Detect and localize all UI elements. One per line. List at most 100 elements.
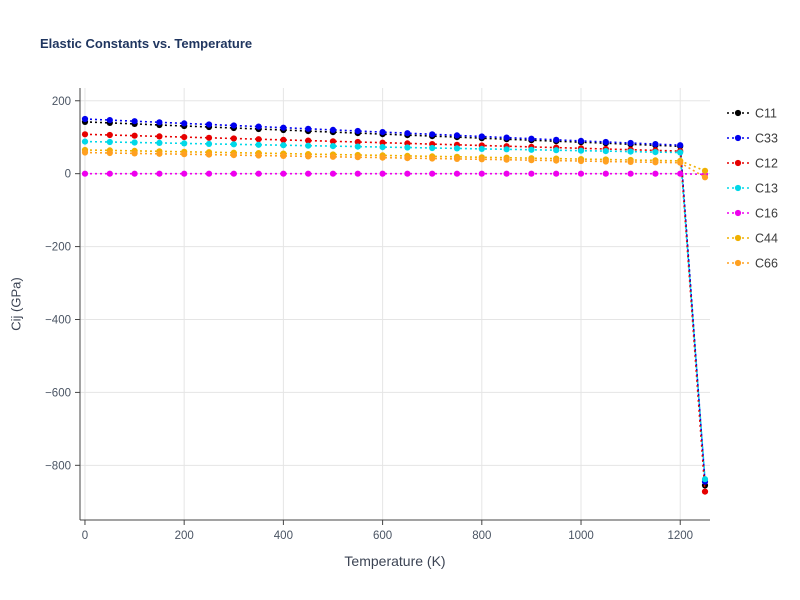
legend-item-C44[interactable]: C44 bbox=[727, 232, 778, 246]
series-marker-C66 bbox=[627, 158, 634, 165]
legend-swatch-marker-C16 bbox=[734, 209, 742, 217]
series-marker-C66 bbox=[528, 157, 535, 164]
series-line-C33 bbox=[84, 118, 706, 482]
legend-label-C12: C12 bbox=[755, 157, 778, 171]
series-marker-C16 bbox=[677, 170, 684, 177]
series-marker-C33 bbox=[528, 135, 535, 142]
series-marker-C13 bbox=[379, 144, 386, 151]
series-marker-C66 bbox=[131, 150, 138, 157]
series-marker-C13 bbox=[181, 140, 188, 147]
x-axis-label: Temperature (K) bbox=[344, 553, 446, 569]
series-marker-C33 bbox=[602, 138, 609, 146]
series-marker-C33 bbox=[230, 122, 237, 129]
series-marker-C12 bbox=[354, 138, 361, 146]
legend-item-C13[interactable]: C13 bbox=[727, 182, 778, 196]
series-C33 bbox=[81, 115, 709, 485]
series-marker-C13 bbox=[627, 148, 634, 155]
series-marker-C16 bbox=[453, 170, 461, 177]
legend-item-C16[interactable]: C16 bbox=[727, 207, 778, 221]
legend-item-C12[interactable]: C12 bbox=[727, 157, 778, 171]
series-marker-C13 bbox=[577, 147, 585, 154]
series-marker-C66 bbox=[577, 157, 585, 165]
series-marker-C66 bbox=[503, 156, 510, 163]
series-marker-C12 bbox=[255, 136, 262, 143]
series-marker-C66 bbox=[354, 154, 361, 161]
legend-swatch-marker-C33 bbox=[734, 134, 742, 142]
series-marker-C16 bbox=[329, 170, 337, 177]
series-marker-C13 bbox=[255, 141, 262, 148]
series-marker-C13 bbox=[478, 145, 485, 152]
series-marker-C33 bbox=[652, 141, 659, 148]
series-marker-C33 bbox=[305, 125, 312, 132]
series-marker-C16 bbox=[528, 170, 535, 177]
series-marker-C66 bbox=[255, 152, 262, 159]
series-marker-C16 bbox=[404, 170, 411, 177]
series-marker-C66 bbox=[429, 155, 436, 162]
series-marker-C12 bbox=[305, 137, 312, 144]
series-line-C16 bbox=[85, 172, 706, 176]
series-marker-C13 bbox=[652, 149, 659, 156]
series-C44 bbox=[81, 146, 709, 174]
series-marker-C13 bbox=[305, 142, 312, 149]
series-marker-C33 bbox=[81, 115, 89, 123]
series-line-C12 bbox=[84, 133, 706, 492]
series-marker-C66 bbox=[106, 149, 113, 157]
legend-label-C11: C11 bbox=[755, 107, 777, 121]
series-marker-C66 bbox=[652, 159, 659, 166]
legend-label-C13: C13 bbox=[755, 182, 778, 196]
y-tick-label: 0 bbox=[65, 169, 71, 181]
series-C13 bbox=[81, 138, 709, 483]
y-tick-label: −200 bbox=[45, 242, 71, 254]
series-marker-C13 bbox=[156, 139, 163, 146]
series-marker-C33 bbox=[181, 120, 188, 127]
series-marker-C33 bbox=[503, 134, 510, 141]
series-marker-C13 bbox=[280, 142, 287, 149]
series-marker-C66 bbox=[379, 154, 386, 161]
legend-item-C66[interactable]: C66 bbox=[727, 257, 778, 271]
legend-swatch-marker-C12 bbox=[734, 159, 742, 167]
series-marker-C12 bbox=[280, 136, 287, 143]
series-marker-C16 bbox=[230, 170, 237, 177]
series-marker-C12 bbox=[181, 134, 188, 141]
series-marker-C13 bbox=[528, 146, 535, 153]
series-marker-C16 bbox=[577, 170, 585, 177]
series-marker-C33 bbox=[553, 136, 560, 143]
series-marker-C12 bbox=[106, 131, 113, 139]
y-axis-label: Cij (GPa) bbox=[8, 277, 24, 331]
series-marker-C16 bbox=[106, 170, 113, 177]
legend-item-C11[interactable]: C11 bbox=[727, 107, 777, 121]
legend-item-C33[interactable]: C33 bbox=[727, 132, 778, 146]
series-C16 bbox=[81, 170, 709, 178]
series-marker-C13 bbox=[230, 141, 237, 148]
series-line-C66 bbox=[84, 151, 706, 178]
series-marker-C44 bbox=[701, 167, 709, 174]
series-marker-C33 bbox=[131, 118, 138, 125]
series-marker-C13 bbox=[131, 139, 138, 146]
series-marker-C33 bbox=[280, 124, 287, 131]
series-marker-C33 bbox=[577, 137, 585, 144]
series-marker-C13 bbox=[205, 140, 213, 147]
series-marker-C66 bbox=[230, 152, 237, 159]
series-marker-C12 bbox=[131, 132, 138, 139]
series-marker-C13 bbox=[677, 149, 684, 156]
series-marker-C16 bbox=[305, 170, 312, 177]
series-marker-C16 bbox=[503, 170, 510, 177]
series-marker-C66 bbox=[478, 156, 485, 163]
series-marker-C16 bbox=[627, 170, 634, 177]
series-marker-C66 bbox=[677, 159, 684, 166]
y-tick-label: −800 bbox=[45, 460, 71, 472]
series-marker-C13 bbox=[602, 148, 609, 155]
series-marker-C66 bbox=[329, 153, 337, 160]
legend-label-C16: C16 bbox=[755, 207, 778, 221]
series-marker-C66 bbox=[205, 151, 213, 158]
series-marker-C16 bbox=[181, 170, 188, 177]
series-marker-C66 bbox=[156, 150, 163, 157]
legend-label-C44: C44 bbox=[755, 232, 778, 246]
series-marker-C33 bbox=[429, 131, 436, 138]
series-marker-C16 bbox=[553, 170, 560, 177]
series-marker-C16 bbox=[652, 170, 659, 177]
series-marker-C16 bbox=[602, 170, 609, 177]
series-marker-C66 bbox=[701, 174, 709, 181]
